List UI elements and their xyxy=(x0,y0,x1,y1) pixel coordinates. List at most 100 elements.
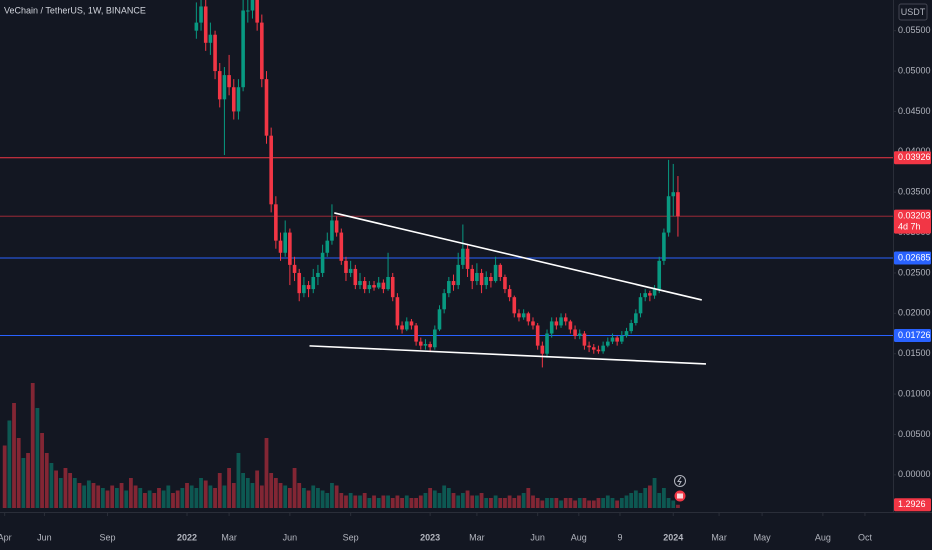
volume-bar xyxy=(540,500,545,508)
volume-bar xyxy=(554,498,559,508)
volume-bar xyxy=(68,473,73,508)
x-tick-label: Mar xyxy=(469,532,485,542)
event-glyph[interactable] xyxy=(677,493,683,499)
volume-bar xyxy=(409,498,414,508)
x-tick-label: Jun xyxy=(283,532,298,542)
volume-bar xyxy=(7,420,12,508)
candle-body xyxy=(437,309,442,330)
volume-bar xyxy=(507,495,512,508)
x-tick-label: May xyxy=(754,532,772,542)
candle-body xyxy=(386,276,390,290)
volume-bar xyxy=(2,445,7,508)
volume-bar xyxy=(535,498,540,508)
volume-bar xyxy=(264,438,269,508)
candle-body xyxy=(227,75,231,88)
candle-body xyxy=(400,325,404,330)
candle-body xyxy=(325,240,330,253)
candle-body xyxy=(260,22,264,80)
volume-bar xyxy=(250,483,255,508)
volume-bar xyxy=(339,493,344,508)
candle-body xyxy=(596,349,601,352)
volume-bar xyxy=(418,495,423,508)
candle-body xyxy=(353,268,358,286)
candle-body xyxy=(222,75,227,100)
candle-body xyxy=(241,10,245,88)
volume-bar xyxy=(470,495,475,508)
candle-body xyxy=(526,313,531,322)
candle-body xyxy=(381,282,386,290)
price-level-box xyxy=(894,151,931,165)
candle-body xyxy=(213,34,217,72)
volume-bar xyxy=(203,480,208,508)
volume-bar xyxy=(451,493,456,508)
price-level-box xyxy=(894,328,931,342)
chart-title: VeChain / TetherUS, 1W, BINANCE xyxy=(4,5,146,15)
event-icon[interactable] xyxy=(674,490,686,502)
candle-body xyxy=(629,323,633,332)
candle-body xyxy=(433,329,437,348)
volume-bar xyxy=(442,485,447,508)
candle-body xyxy=(549,321,554,334)
volume-bar xyxy=(157,488,161,508)
price-level-label: 0.03203 xyxy=(898,211,931,221)
volume-bar xyxy=(662,488,666,508)
volume-bar xyxy=(563,498,568,508)
volume-bar xyxy=(489,498,493,508)
candle-body xyxy=(409,321,414,326)
candle-body xyxy=(194,22,199,31)
volume-bar xyxy=(255,470,260,508)
volume-bar xyxy=(638,493,643,508)
volume-bar xyxy=(213,488,217,508)
x-tick-label: 2022 xyxy=(177,532,197,542)
volume-bar xyxy=(647,485,652,508)
volume-bar xyxy=(26,453,30,508)
alert-bolt[interactable] xyxy=(677,476,682,486)
y-tick-label: 0.03500 xyxy=(898,187,931,197)
volume-bar xyxy=(559,500,563,508)
volume-bar xyxy=(30,383,35,508)
volume-bar xyxy=(666,498,671,508)
volume-bar xyxy=(100,488,105,508)
currency[interactable]: USDT xyxy=(901,7,926,17)
candle-body xyxy=(507,289,512,298)
candle-body xyxy=(568,321,573,330)
volume-bar xyxy=(54,470,59,508)
volume-bar xyxy=(573,500,577,508)
volume-bar xyxy=(133,485,138,508)
candle-body xyxy=(330,220,334,241)
candle-body xyxy=(657,260,662,290)
currency-box[interactable] xyxy=(898,3,928,21)
candle-body xyxy=(442,293,446,310)
candle-body xyxy=(634,313,638,324)
volume-bar xyxy=(348,493,353,508)
volume-bar xyxy=(517,495,521,508)
candle-body xyxy=(666,196,671,233)
volume-bar xyxy=(269,473,274,508)
candle-body xyxy=(217,71,222,100)
candle-body xyxy=(643,293,648,298)
volume-bar xyxy=(129,478,133,508)
volume-bar xyxy=(152,493,157,508)
volume-bar xyxy=(208,485,213,508)
volume-bar xyxy=(330,483,334,508)
candle-body xyxy=(638,297,643,314)
candle-body xyxy=(648,293,652,296)
x-tick-label: Jun xyxy=(530,532,545,542)
volume-bar xyxy=(386,495,390,508)
candle-body xyxy=(512,297,517,314)
alert-circle[interactable] xyxy=(674,475,686,487)
volume-bar xyxy=(587,500,591,508)
candle-body xyxy=(372,285,376,288)
candle-body xyxy=(521,313,526,318)
volume-bar xyxy=(484,498,489,508)
volume-bar xyxy=(568,498,573,508)
x-tick-label: Oct xyxy=(858,532,873,542)
candle-body xyxy=(610,337,615,342)
volume-bar xyxy=(189,485,194,508)
volume-bar xyxy=(227,468,231,508)
volume-bar xyxy=(446,488,451,508)
volume-bar xyxy=(404,495,409,508)
alert-icon[interactable] xyxy=(674,475,686,487)
volume-bar xyxy=(619,498,624,508)
